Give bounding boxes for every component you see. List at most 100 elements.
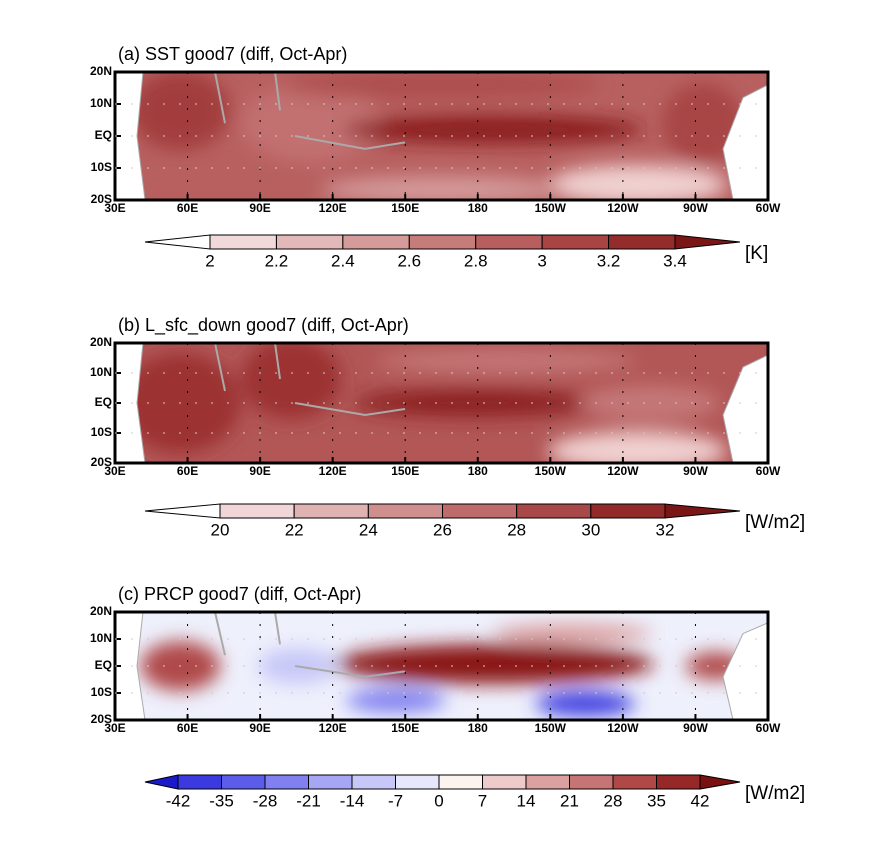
x-tick-label: 60E [177,464,198,478]
x-tick-label: 180 [468,201,488,215]
colorbar-box [408,234,477,250]
colorbar-label: 35 [647,791,666,810]
field-blob [333,643,654,684]
x-tick-label: 150E [391,201,419,215]
y-tick-label: EQ [95,128,112,142]
colorbar-label: 0 [434,791,443,810]
x-tick-label: 120W [607,464,639,478]
x-tick-label: 90E [249,464,270,478]
colorbar-box [367,503,444,519]
colorbar-label: -28 [253,791,278,810]
field-blob [345,688,446,713]
colorbar-box [264,774,309,790]
colorbar-label: 2.2 [265,251,289,270]
colorbar-unit: [W/m2] [745,783,805,804]
panel-title: (b) L_sfc_down good7 (diff, Oct-Apr) [118,315,409,336]
x-tick-label: 120W [607,721,639,735]
field-blobs [130,72,743,200]
x-tick-label: 150W [535,464,567,478]
colorbar-box [656,774,701,790]
colorbar-box [525,774,570,790]
y-tick-label: 20N [90,64,112,78]
colorbar-box [516,503,592,519]
field-blob [547,431,728,463]
colorbar-label: 2.8 [464,251,488,270]
colorbar-box [219,503,295,519]
y-tick-label: 20N [90,604,112,618]
colorbar-high [699,774,741,790]
colorbar-low [144,774,179,790]
colorbar-label: -21 [296,791,321,810]
map-field [115,72,768,200]
colorbar-low [144,234,211,250]
colorbar-label: 30 [581,520,600,539]
y-tick-label: 10N [90,96,112,110]
x-tick-label: 30E [104,201,125,215]
colorbar-label: 26 [433,520,452,539]
colorbar-label: 21 [560,791,579,810]
x-tick-label: 30E [104,721,125,735]
colorbar-box [590,503,666,519]
x-tick-label: 30E [104,464,125,478]
colorbar-box [308,774,353,790]
x-tick-label: 150E [391,721,419,735]
x-tick-label: 180 [468,464,488,478]
x-tick-label: 150W [535,721,567,735]
map-field [115,343,768,463]
panel-title: (c) PRCP good7 (diff, Oct-Apr) [118,584,361,604]
y-tick-label: 10S [91,160,112,174]
field-blob [535,691,636,716]
colorbar-label: 20 [211,520,230,539]
colorbar-label: 2.6 [397,251,421,270]
field-blob [343,115,644,144]
y-tick-label: 10N [90,631,112,645]
land [115,612,146,720]
panel-title: (a) SST good7 (diff, Oct-Apr) [118,44,347,64]
field-blob [354,389,595,417]
x-tick-label: 90W [683,721,708,735]
x-tick-label: 90E [249,721,270,735]
land [722,84,768,200]
colorbar-box [177,774,222,790]
colorbar-label: 7 [478,791,487,810]
colorbar-label: 2.4 [331,251,355,270]
x-tick-label: 120E [319,464,347,478]
colorbar-high [674,234,741,250]
field-blob [662,83,743,164]
colorbar-box [342,234,410,250]
x-tick-label: 120E [319,201,347,215]
field-blob [281,72,602,99]
x-tick-label: 90W [683,201,708,215]
y-tick-label: 20S [91,712,112,726]
colorbar-box [482,774,527,790]
colorbar-label: -35 [209,791,234,810]
y-tick-label: 20N [90,335,112,349]
colorbar-box [293,503,369,519]
field-blob [376,349,637,373]
colorbar-label: 22 [285,520,304,539]
colorbar-box [608,234,676,250]
colorbar-box [275,234,344,250]
land [722,354,768,463]
colorbar-box [612,774,657,790]
field-blob [240,83,381,164]
land [115,343,146,463]
colorbar-label: -14 [340,791,365,810]
x-tick-label: 60E [177,721,198,735]
x-tick-label: 60W [756,201,781,215]
colorbar-label: 14 [517,791,536,810]
coast [214,612,406,678]
land [115,72,146,200]
y-tick-label: 10S [91,685,112,699]
x-tick-label: 60W [756,464,781,478]
colorbar-box [209,234,277,250]
land [722,622,768,720]
colorbar-box [442,503,518,519]
colorbar-box [395,774,440,790]
colorbar-high [664,503,741,519]
field-blobs [120,343,728,463]
colorbar-label: 28 [507,520,526,539]
field-blob [321,175,562,200]
field-blob [492,623,653,644]
